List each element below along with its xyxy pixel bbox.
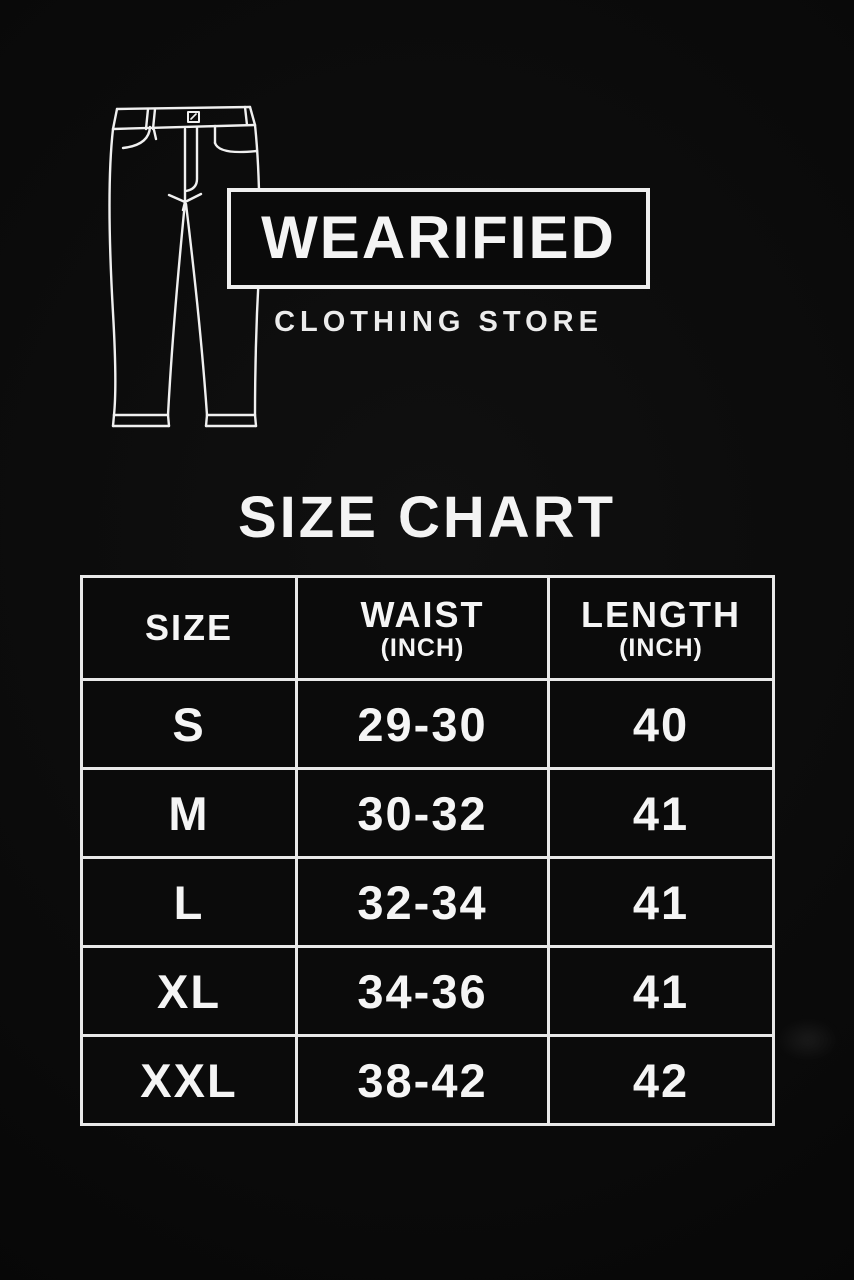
- waist-column-header: WAIST (INCH): [295, 575, 550, 681]
- table-row: XL 34-36 41: [80, 945, 775, 1037]
- size-cell: M: [80, 767, 298, 859]
- size-chart-table-wrap: SIZE WAIST (INCH) LENGTH (INCH) S 29-30 …: [80, 575, 775, 1126]
- length-column-header: LENGTH (INCH): [547, 575, 775, 681]
- waist-column-unit: (INCH): [380, 633, 465, 662]
- size-column-label: SIZE: [144, 607, 233, 649]
- waist-cell: 38-42: [295, 1034, 550, 1126]
- length-column-label: LENGTH: [581, 593, 741, 635]
- waist-cell: 32-34: [295, 856, 550, 948]
- table-row: S 29-30 40: [80, 678, 775, 770]
- brand-name: WEARIFIED: [261, 204, 616, 271]
- waist-cell: 34-36: [295, 945, 550, 1037]
- length-cell: 41: [547, 856, 775, 948]
- size-table-header: SIZE WAIST (INCH) LENGTH (INCH): [80, 575, 775, 681]
- header-row: SIZE WAIST (INCH) LENGTH (INCH): [80, 575, 775, 681]
- length-cell: 40: [547, 678, 775, 770]
- size-column-header: SIZE: [80, 575, 298, 681]
- page-title: SIZE CHART: [238, 485, 616, 550]
- size-chart-table: SIZE WAIST (INCH) LENGTH (INCH) S 29-30 …: [80, 575, 775, 1126]
- waist-cell: 29-30: [295, 678, 550, 770]
- table-row: L 32-34 41: [80, 856, 775, 948]
- waist-cell: 30-32: [295, 767, 550, 859]
- brand-box: WEARIFIED: [227, 188, 650, 289]
- length-cell: 41: [547, 767, 775, 859]
- pants-icon: [108, 105, 261, 428]
- size-cell: XXL: [80, 1034, 298, 1126]
- size-cell: S: [80, 678, 298, 770]
- brand-tagline: CLOTHING STORE: [274, 306, 603, 338]
- length-column-unit: (INCH): [619, 633, 703, 662]
- table-row: XXL 38-42 42: [80, 1034, 775, 1126]
- table-row: M 30-32 41: [80, 767, 775, 859]
- waist-column-label: WAIST: [360, 593, 485, 635]
- photo-artifact: [762, 1008, 854, 1072]
- size-table-body: S 29-30 40 M 30-32 41 L 32-34 41 XL 34-3…: [80, 678, 775, 1126]
- size-cell: L: [80, 856, 298, 948]
- size-cell: XL: [80, 945, 298, 1037]
- length-cell: 41: [547, 945, 775, 1037]
- length-cell: 42: [547, 1034, 775, 1126]
